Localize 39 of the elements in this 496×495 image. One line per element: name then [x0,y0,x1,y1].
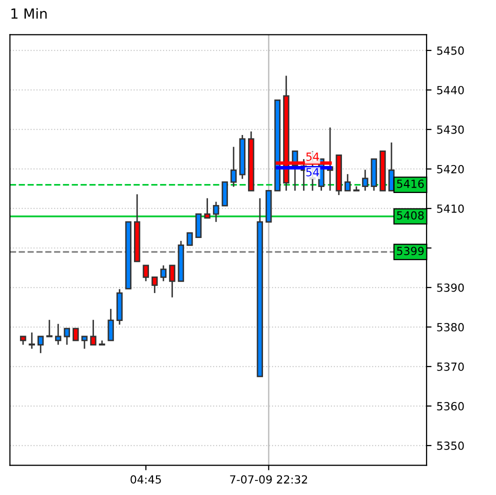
candlestick [186,232,193,246]
y-tick-label: 5420 [437,164,464,174]
candlestick [81,336,88,350]
candlestick [55,323,62,346]
ref-line-label: 5408 [397,211,424,220]
y-tick-label: 5430 [437,125,464,134]
y-tick-label: 5370 [437,362,464,371]
candlestick [152,276,158,294]
candlestick [230,146,237,188]
candlestick [204,198,210,219]
x-tick-label: 7-07-09 22:32 [230,475,308,484]
ref-line-label: 5416 [397,180,424,188]
candlestick [195,213,202,238]
candlestick [222,181,228,206]
candlestick [28,332,35,350]
y-tick-label: 5350 [437,442,464,450]
y-tick-label: 5410 [437,204,464,213]
y-tick-label: 5440 [437,86,464,94]
candlestick [160,264,167,282]
candlestick [72,328,79,342]
candlestick [108,308,114,342]
annotation: 54 [306,152,319,161]
y-tick-label: 5360 [437,402,464,410]
y-tick-label: 5380 [437,322,464,332]
candlestick [90,319,96,346]
candlestick [38,336,44,354]
candlestick [142,264,149,282]
annotation: 54 [306,168,319,176]
ref-line-label: 5399 [397,246,424,256]
chart-title: 1 Min [11,8,47,19]
y-tick-label: 5450 [437,46,464,55]
candlestick [344,173,351,192]
candlestick [46,319,52,338]
candlestick [362,169,368,192]
candlestick [212,201,220,223]
candlestick [64,328,70,346]
candlestick [169,264,176,298]
y-tick-label: 5390 [437,283,464,292]
x-tick-label: 04:45 [130,475,161,484]
